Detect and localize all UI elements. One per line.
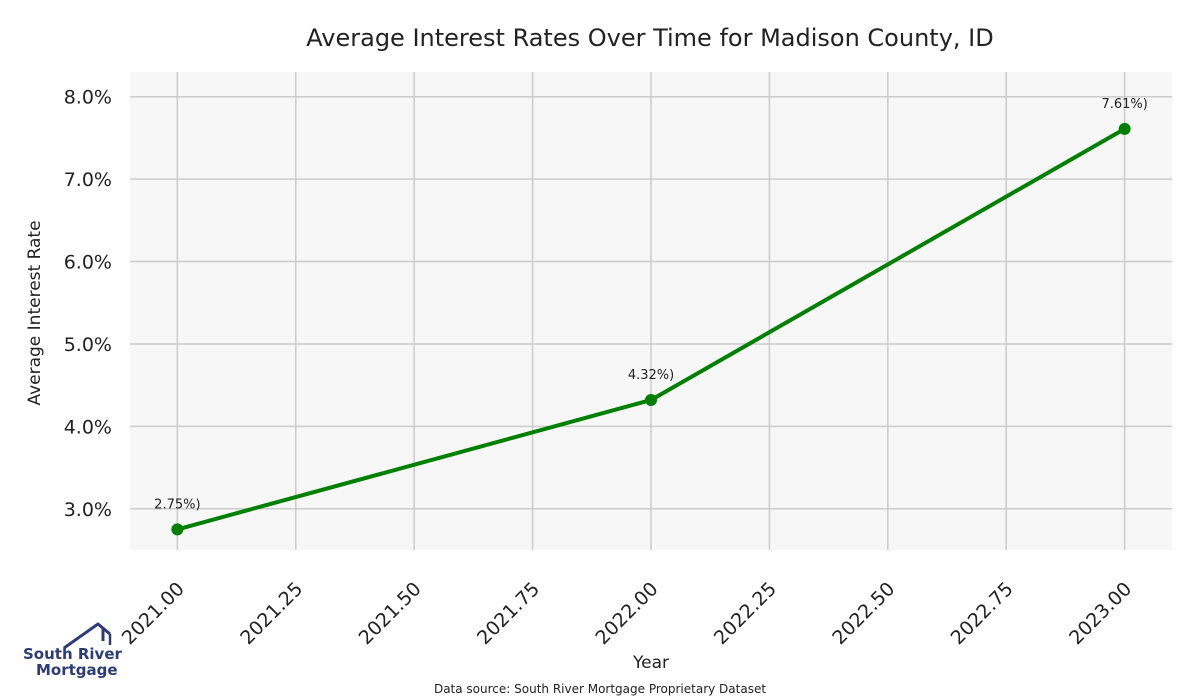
company-logo: South River Mortgage: [23, 622, 123, 679]
x-tick-label: 2022.50: [828, 578, 899, 649]
y-tick-label: 5.0%: [64, 334, 112, 356]
logo-line-2: Mortgage: [36, 661, 118, 679]
grid-lines: [130, 72, 1172, 550]
data-point: [645, 394, 657, 407]
y-tick-label: 4.0%: [64, 416, 112, 438]
x-tick-label: 2023.00: [1065, 578, 1136, 649]
source-note: Data source: South River Mortgage Propri…: [434, 682, 766, 696]
x-axis-ticks: 2021.00 2021.25 2021.50 2021.75 2022.00 2022.…: [118, 578, 1136, 649]
x-tick-label: 2022.75: [947, 578, 1018, 649]
data-point-label: 4.32%): [628, 368, 674, 383]
data-point: [171, 523, 184, 536]
house-roof-icon: [63, 622, 112, 650]
x-tick-label: 2021.75: [473, 578, 544, 649]
data-point-label: 2.75%): [154, 497, 200, 512]
y-tick-label: 7.0%: [64, 169, 112, 191]
y-tick-label: 8.0%: [64, 87, 112, 109]
x-tick-label: 2021.50: [355, 578, 426, 649]
y-tick-label: 3.0%: [64, 499, 112, 521]
x-axis-label: Year: [632, 653, 669, 673]
x-tick-label: 2022.25: [710, 578, 781, 649]
x-tick-label: 2021.25: [236, 578, 307, 649]
series-layer: 2.75%) 4.32%) 7.61%): [154, 97, 1148, 536]
data-point-label: 7.61%): [1101, 97, 1147, 112]
chart-title: Average Interest Rates Over Time for Mad…: [306, 24, 993, 52]
y-axis-ticks: 3.0% 4.0% 5.0% 6.0% 7.0% 8.0%: [64, 87, 112, 521]
logo-line-1: South River: [23, 645, 123, 663]
x-tick-label: 2022.00: [591, 578, 662, 649]
y-axis-label: Average Interest Rate: [25, 220, 45, 405]
x-tick-label: 2021.00: [118, 578, 189, 649]
y-tick-label: 6.0%: [64, 252, 112, 274]
data-point: [1118, 122, 1131, 135]
